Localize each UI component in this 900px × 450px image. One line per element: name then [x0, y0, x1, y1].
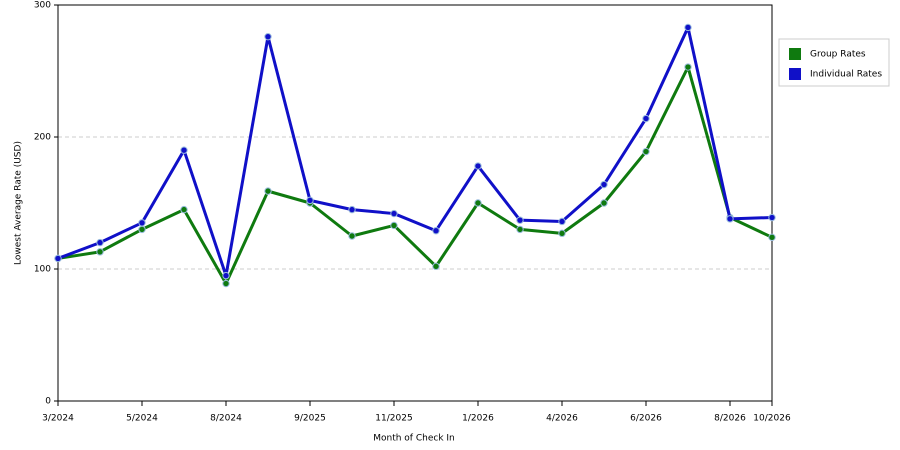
x-tick-label: 6/2026: [630, 414, 662, 424]
y-axis-label: Lowest Average Rate (USD): [14, 141, 24, 265]
data-point: [768, 213, 776, 222]
x-tick-label: 8/2026: [714, 414, 746, 424]
data-point: [306, 196, 314, 205]
data-point: [432, 227, 440, 235]
data-point: [54, 254, 62, 263]
data-point: [474, 162, 482, 170]
legend-swatch: [789, 68, 801, 80]
data-point: [222, 279, 230, 288]
legend-swatch: [789, 48, 801, 60]
data-point: [96, 248, 104, 256]
x-tick-label: 8/2024: [210, 414, 242, 424]
data-point: [726, 215, 734, 223]
data-point: [684, 23, 692, 32]
data-point: [558, 217, 566, 226]
x-tick-label: 4/2026: [546, 414, 578, 424]
x-tick-label: 5/2024: [126, 414, 158, 424]
data-point: [180, 146, 188, 154]
x-tick-label: 1/2026: [462, 414, 494, 424]
data-point: [642, 147, 650, 156]
y-tick-label: 100: [34, 265, 51, 275]
x-tick-label: 3/2024: [42, 414, 74, 424]
data-point: [516, 225, 524, 234]
data-point: [264, 32, 272, 41]
data-point: [390, 221, 398, 230]
data-point: [180, 205, 188, 214]
data-point: [264, 187, 272, 195]
legend-label: Individual Rates: [810, 70, 882, 80]
data-point: [516, 216, 524, 224]
data-point: [348, 205, 356, 214]
series-line: [57, 65, 773, 286]
data-point: [558, 229, 566, 238]
data-point: [138, 225, 146, 234]
series-line: [57, 25, 773, 278]
data-point: [684, 63, 692, 71]
data-point: [768, 233, 776, 242]
data-point: [390, 209, 398, 218]
data-point: [600, 199, 608, 207]
y-tick-label: 200: [34, 133, 51, 143]
data-point: [138, 219, 146, 227]
data-point: [600, 180, 608, 189]
legend-label: Group Rates: [810, 50, 866, 60]
data-point: [432, 262, 440, 271]
data-point: [96, 238, 104, 247]
data-point: [474, 199, 482, 207]
x-tick-label: 11/2025: [375, 414, 412, 424]
plot-frame: [57, 4, 773, 402]
y-tick-label: 0: [45, 397, 51, 407]
x-tick-label: 9/2025: [294, 414, 326, 424]
x-tick-label: 10/2026: [753, 414, 791, 424]
data-point: [222, 271, 230, 280]
data-point: [642, 114, 650, 123]
x-axis-label: Month of Check In: [373, 434, 455, 444]
y-tick-label: 300: [34, 1, 51, 11]
data-point: [348, 232, 356, 240]
